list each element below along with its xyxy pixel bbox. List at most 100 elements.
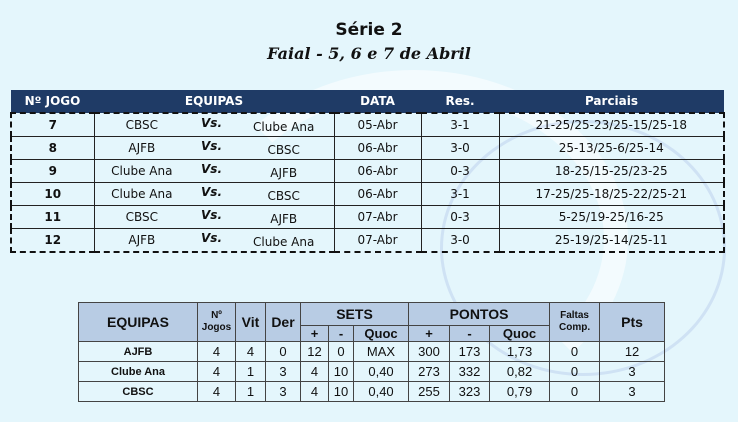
stat-der: 3 xyxy=(265,381,301,402)
away-team: Clube Ana xyxy=(253,120,315,134)
stat-vit: 4 xyxy=(235,341,266,362)
stat-pq: 1,73 xyxy=(489,341,551,362)
header-result: Res. xyxy=(421,90,499,113)
header-sets-quoc: Quoc xyxy=(352,325,410,342)
game-row: 10 Clube Ana Vs. CBSC 06-Abr 3-1 17-25/2… xyxy=(10,182,725,206)
game-number: 11 xyxy=(10,205,95,229)
vs-label: Vs. xyxy=(201,208,223,222)
header-vit: Vit xyxy=(235,302,266,342)
game-number: 9 xyxy=(10,159,95,183)
header-pontos-plus: + xyxy=(408,325,451,342)
game-date: 06-Abr xyxy=(333,182,422,206)
stat-vit: 1 xyxy=(235,361,266,382)
stat-pts: 12 xyxy=(599,341,666,362)
header-pontos: PONTOS xyxy=(408,302,551,326)
away-team: CBSC xyxy=(267,143,300,157)
game-sets: 18-25/15-25/23-25 xyxy=(498,159,725,183)
home-team: Clube Ana xyxy=(111,187,173,201)
standings-row: CBSC 4 1 3 4 10 0,40 255 323 0,79 0 3 xyxy=(78,381,666,402)
game-row: 7 CBSC Vs. Clube Ana 05-Abr 3-1 21-25/25… xyxy=(10,112,725,137)
vs-label: Vs. xyxy=(201,162,223,176)
header-date: DATA xyxy=(334,90,421,113)
away-team: AJFB xyxy=(270,212,298,226)
standings-subheader-row: + - Quoc + - Quoc xyxy=(79,325,665,342)
game-sets: 25-19/25-14/25-11 xyxy=(498,228,725,253)
stat-jogos: 4 xyxy=(197,341,236,362)
stat-faltas: 0 xyxy=(549,361,601,382)
header-sets: SETS xyxy=(299,302,410,326)
stat-pq: 0,82 xyxy=(489,361,551,382)
header-faltas: Faltas Comp. xyxy=(549,302,601,342)
stat-sp: 4 xyxy=(300,381,329,402)
away-team: Clube Ana xyxy=(253,235,315,249)
header-jogos: Nº Jogos xyxy=(197,302,236,342)
stat-pm: 332 xyxy=(449,361,491,382)
game-teams: Clube Ana Vs. AJFB xyxy=(93,159,334,183)
game-row: 9 Clube Ana Vs. AJFB 06-Abr 0-3 18-25/15… xyxy=(10,159,725,183)
home-team: CBSC xyxy=(125,210,158,224)
game-date: 06-Abr xyxy=(333,136,422,160)
header-der: Der xyxy=(265,302,301,342)
game-result: 0-3 xyxy=(420,159,500,183)
vs-label: Vs. xyxy=(201,139,223,153)
game-teams: AJFB Vs. CBSC xyxy=(93,136,334,160)
page-subtitle: Faial - 5, 6 e 7 de Abril xyxy=(267,44,471,63)
stat-sp: 4 xyxy=(300,361,329,382)
stat-sq: MAX xyxy=(352,341,410,362)
games-header-row: Nº JOGO EQUIPAS DATA Res. Parciais xyxy=(11,90,724,113)
game-teams: CBSC Vs. AJFB xyxy=(93,205,334,229)
game-number: 12 xyxy=(10,228,95,253)
game-number: 10 xyxy=(10,182,95,206)
game-date: 07-Abr xyxy=(333,228,422,253)
game-date: 06-Abr xyxy=(333,159,422,183)
game-number: 8 xyxy=(10,136,95,160)
standings-row: AJFB 4 4 0 12 0 MAX 300 173 1,73 0 12 xyxy=(78,341,666,362)
home-team: CBSC xyxy=(125,118,158,132)
stat-sm: 10 xyxy=(328,381,354,402)
standings-header-row: EQUIPAS Nº Jogos Vit Der SETS PONTOS Fal… xyxy=(78,302,666,342)
game-row: 12 AJFB Vs. Clube Ana 07-Abr 3-0 25-19/2… xyxy=(10,228,725,253)
team-name: CBSC xyxy=(78,381,198,402)
stat-vit: 1 xyxy=(235,381,266,402)
stat-pts: 3 xyxy=(599,361,666,382)
stat-pp: 300 xyxy=(408,341,451,362)
standings-row: Clube Ana 4 1 3 4 10 0,40 273 332 0,82 0 3 xyxy=(78,361,666,382)
header-pontos-quoc: Quoc xyxy=(489,325,551,342)
standings-table: EQUIPAS Nº Jogos Vit Der SETS PONTOS Fal… xyxy=(78,302,666,402)
vs-label: Vs. xyxy=(201,231,223,245)
stat-pm: 173 xyxy=(449,341,491,362)
stat-pp: 273 xyxy=(408,361,451,382)
stat-der: 3 xyxy=(265,361,301,382)
game-result: 3-1 xyxy=(420,112,500,137)
header-sets: Parciais xyxy=(499,90,724,113)
stat-pts: 3 xyxy=(599,381,666,402)
game-sets: 17-25/25-18/25-22/25-21 xyxy=(498,182,725,206)
page-title: Série 2 xyxy=(335,20,403,40)
stat-pm: 323 xyxy=(449,381,491,402)
stat-sp: 12 xyxy=(300,341,329,362)
away-team: CBSC xyxy=(267,189,300,203)
stat-sq: 0,40 xyxy=(352,361,410,382)
game-sets: 21-25/25-23/25-15/25-18 xyxy=(498,112,725,137)
vs-label: Vs. xyxy=(201,185,223,199)
away-team: AJFB xyxy=(270,166,298,180)
header-equipas: EQUIPAS xyxy=(78,302,198,342)
stat-faltas: 0 xyxy=(549,381,601,402)
home-team: AJFB xyxy=(128,141,156,155)
game-result: 3-0 xyxy=(420,228,500,253)
stat-pq: 0,79 xyxy=(489,381,551,402)
stat-jogos: 4 xyxy=(197,381,236,402)
game-row: 8 AJFB Vs. CBSC 06-Abr 3-0 25-13/25-6/25… xyxy=(10,136,725,160)
stat-sm: 10 xyxy=(328,361,354,382)
game-row: 11 CBSC Vs. AJFB 07-Abr 0-3 5-25/19-25/1… xyxy=(10,205,725,229)
game-result: 0-3 xyxy=(420,205,500,229)
game-teams: AJFB Vs. Clube Ana xyxy=(93,228,334,253)
team-name: AJFB xyxy=(78,341,198,362)
header-num: Nº JOGO xyxy=(11,90,94,113)
stat-sm: 0 xyxy=(328,341,354,362)
home-team: Clube Ana xyxy=(111,164,173,178)
stat-jogos: 4 xyxy=(197,361,236,382)
header-teams: EQUIPAS xyxy=(94,90,334,113)
game-teams: CBSC Vs. Clube Ana xyxy=(93,112,334,137)
team-name: Clube Ana xyxy=(78,361,198,382)
